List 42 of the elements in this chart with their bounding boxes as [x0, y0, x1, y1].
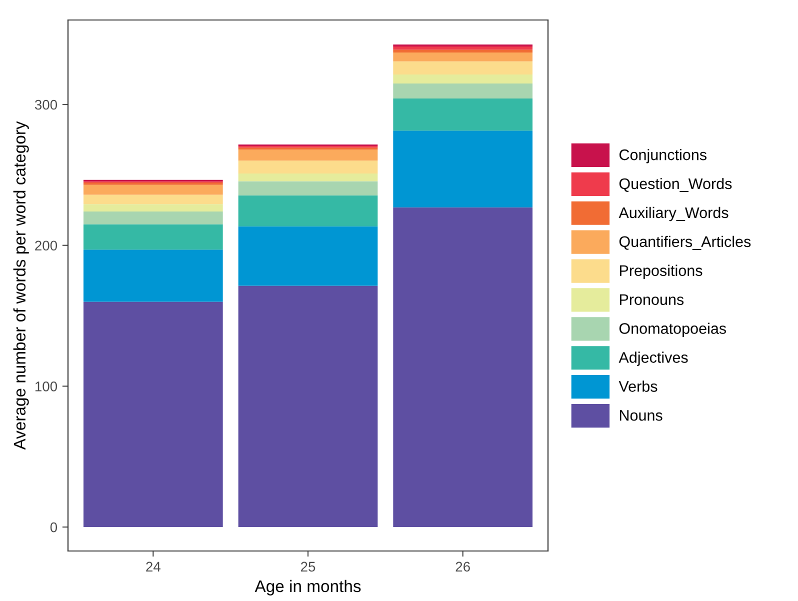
legend-label: Onomatopoeias [619, 322, 726, 337]
x-tick-label: 24 [146, 562, 160, 572]
legend-label: Pronouns [620, 294, 684, 305]
bar [83, 212, 223, 224]
legend-label: Nouns [620, 410, 662, 421]
bar [238, 150, 378, 161]
bar [83, 250, 223, 302]
bar [393, 52, 533, 62]
bar [238, 160, 378, 174]
x-axis-title: Age in months [254, 580, 361, 596]
bar [393, 61, 533, 75]
bar [393, 98, 533, 131]
y-tick-label: 200 [35, 240, 58, 251]
legend-label: Prepositions [620, 264, 702, 280]
legend-label: Question_Words [619, 178, 732, 192]
legend-label: Auxiliary_Words [618, 206, 728, 222]
bar [238, 226, 378, 286]
bar [393, 207, 533, 528]
bar [393, 84, 533, 98]
bar [393, 46, 533, 50]
bar [238, 195, 378, 226]
x-tick-label: 26 [456, 562, 470, 572]
bar [393, 74, 533, 84]
bar [238, 181, 378, 196]
legend-label: Quantifiers_Articles [619, 236, 751, 250]
y-axis-title: Average number of words per word category [13, 121, 29, 450]
legend-label: Verbs [618, 380, 658, 392]
y-tick-label: 0 [50, 522, 58, 532]
y-tick-label: 300 [34, 100, 58, 110]
y-tick-label: 100 [35, 382, 58, 392]
x-tick-label: 25 [300, 562, 316, 572]
bar [83, 194, 223, 204]
bar [238, 286, 378, 528]
bar [393, 130, 533, 208]
bar [393, 50, 533, 53]
bar [83, 204, 223, 212]
bar [83, 302, 223, 528]
bar [83, 224, 223, 250]
bar [83, 184, 223, 195]
legend-label: Conjunctions [619, 149, 706, 164]
bar [238, 174, 378, 182]
legend-label: Adjectives [618, 352, 688, 366]
